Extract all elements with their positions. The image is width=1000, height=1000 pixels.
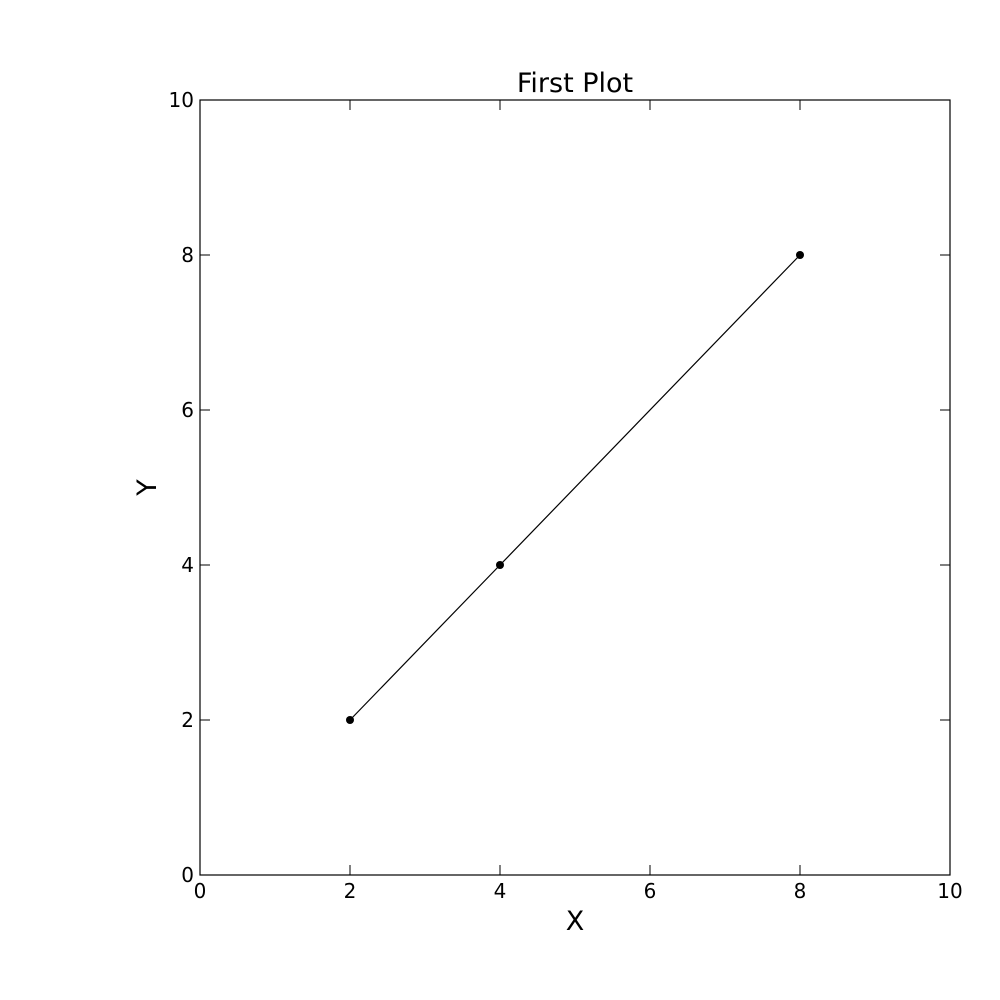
x-tick-label: 10 xyxy=(937,879,962,903)
x-axis-ticks: 0 2 4 6 8 10 xyxy=(194,100,963,903)
x-axis-title: X xyxy=(566,906,585,937)
plot-area: 0 2 4 6 8 10 0 2 4 6 8 10 xyxy=(169,88,963,903)
y-tick-label: 2 xyxy=(181,708,194,732)
y-axis-title: Y xyxy=(132,479,163,497)
x-tick-label: 2 xyxy=(344,879,357,903)
x-tick-label: 0 xyxy=(194,879,207,903)
series-layer xyxy=(346,251,804,724)
y-tick-label: 4 xyxy=(181,553,194,577)
x-tick-label: 4 xyxy=(494,879,507,903)
y-tick-label: 6 xyxy=(181,398,194,422)
x-tick-label: 8 xyxy=(794,879,807,903)
y-tick-label: 10 xyxy=(169,88,194,112)
data-point xyxy=(496,561,504,569)
y-axis-ticks: 0 2 4 6 8 10 xyxy=(169,88,950,887)
chart-title: First Plot xyxy=(517,68,633,99)
x-tick-label: 6 xyxy=(644,879,657,903)
y-tick-label: 0 xyxy=(181,863,194,887)
data-point xyxy=(796,251,804,259)
data-point xyxy=(346,716,354,724)
y-tick-label: 8 xyxy=(181,243,194,267)
